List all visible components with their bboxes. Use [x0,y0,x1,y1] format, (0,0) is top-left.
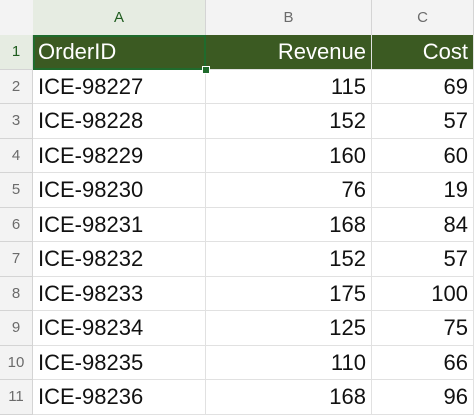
row-header-6[interactable]: 6 [0,207,33,242]
cell-a10[interactable]: ICE-98235 [33,345,206,380]
cell-b9[interactable]: 125 [206,311,372,346]
select-all-corner[interactable] [0,0,34,35]
cell-a6[interactable]: ICE-98231 [33,207,206,242]
cell-a7[interactable]: ICE-98232 [33,242,206,277]
cell-a2[interactable]: ICE-98227 [33,69,206,104]
cell-c11[interactable]: 96 [372,380,474,415]
cell-a3[interactable]: ICE-98228 [33,104,206,139]
column-header-b[interactable]: B [206,0,372,35]
row-header-11[interactable]: 11 [0,380,33,415]
row-header-9[interactable]: 9 [0,311,33,346]
cell-b11[interactable]: 168 [206,380,372,415]
cell-c10[interactable]: 66 [372,345,474,380]
cell-c2[interactable]: 69 [372,69,474,104]
row-header-3[interactable]: 3 [0,104,33,139]
column-header-a[interactable]: A [33,0,206,35]
cell-c5[interactable]: 19 [372,173,474,208]
cell-b2[interactable]: 115 [206,69,372,104]
row-header-1[interactable]: 1 [0,35,33,70]
cell-c3[interactable]: 57 [372,104,474,139]
row-header-5[interactable]: 5 [0,173,33,208]
cell-b8[interactable]: 175 [206,276,372,311]
cell-a1[interactable]: OrderID [33,35,206,70]
row-header-10[interactable]: 10 [0,345,33,380]
cell-c4[interactable]: 60 [372,138,474,173]
row-header-4[interactable]: 4 [0,138,33,173]
cell-b1[interactable]: Revenue [206,35,372,70]
cell-b6[interactable]: 168 [206,207,372,242]
cell-c8[interactable]: 100 [372,276,474,311]
cell-b10[interactable]: 110 [206,345,372,380]
cell-a8[interactable]: ICE-98233 [33,276,206,311]
row-header-8[interactable]: 8 [0,276,33,311]
cell-c7[interactable]: 57 [372,242,474,277]
cell-b7[interactable]: 152 [206,242,372,277]
fill-handle[interactable] [202,66,210,74]
cell-a4[interactable]: ICE-98229 [33,138,206,173]
cell-c9[interactable]: 75 [372,311,474,346]
cell-c6[interactable]: 84 [372,207,474,242]
cell-a9[interactable]: ICE-98234 [33,311,206,346]
cell-a11[interactable]: ICE-98236 [33,380,206,415]
row-header-7[interactable]: 7 [0,242,33,277]
cell-b4[interactable]: 160 [206,138,372,173]
cell-c1[interactable]: Cost [372,35,474,70]
cell-b3[interactable]: 152 [206,104,372,139]
column-header-c[interactable]: C [372,0,474,35]
cell-b5[interactable]: 76 [206,173,372,208]
cell-a5[interactable]: ICE-98230 [33,173,206,208]
row-header-2[interactable]: 2 [0,69,33,104]
